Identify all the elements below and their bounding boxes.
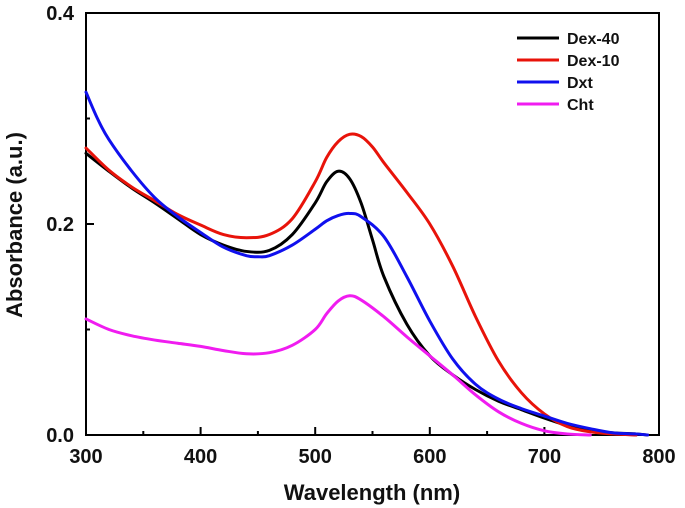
legend-label: Dxt — [567, 75, 593, 92]
series-line-cht — [84, 294, 592, 437]
y-tick-label: 0.0 — [46, 425, 74, 447]
legend-label: Dex-10 — [567, 53, 620, 70]
y-tick-label: 0.4 — [46, 3, 75, 25]
y-tick-label: 0.2 — [46, 214, 74, 236]
series-lines — [84, 90, 650, 437]
legend-label: Cht — [567, 97, 594, 114]
x-tick-label: 800 — [642, 446, 675, 468]
x-tick-label: 600 — [413, 446, 446, 468]
series-line-dex-10 — [84, 132, 638, 437]
x-tick-label: 500 — [299, 446, 332, 468]
x-axis-label: Wavelength (nm) — [284, 480, 460, 505]
x-tick-label: 300 — [69, 446, 102, 468]
y-axis-ticks: 0.0 0.2 0.4 — [46, 3, 94, 447]
series-line-dxt — [84, 90, 650, 437]
legend: Dex-40 Dex-10 Dxt Cht — [517, 31, 620, 114]
x-tick-label: 700 — [528, 446, 561, 468]
y-axis-label: Absorbance (a.u.) — [2, 132, 27, 318]
x-tick-label: 400 — [184, 446, 217, 468]
x-axis-ticks: 300 400 500 600 700 800 — [69, 427, 676, 468]
legend-label: Dex-40 — [567, 31, 620, 48]
series-line-dex-40 — [84, 151, 650, 437]
